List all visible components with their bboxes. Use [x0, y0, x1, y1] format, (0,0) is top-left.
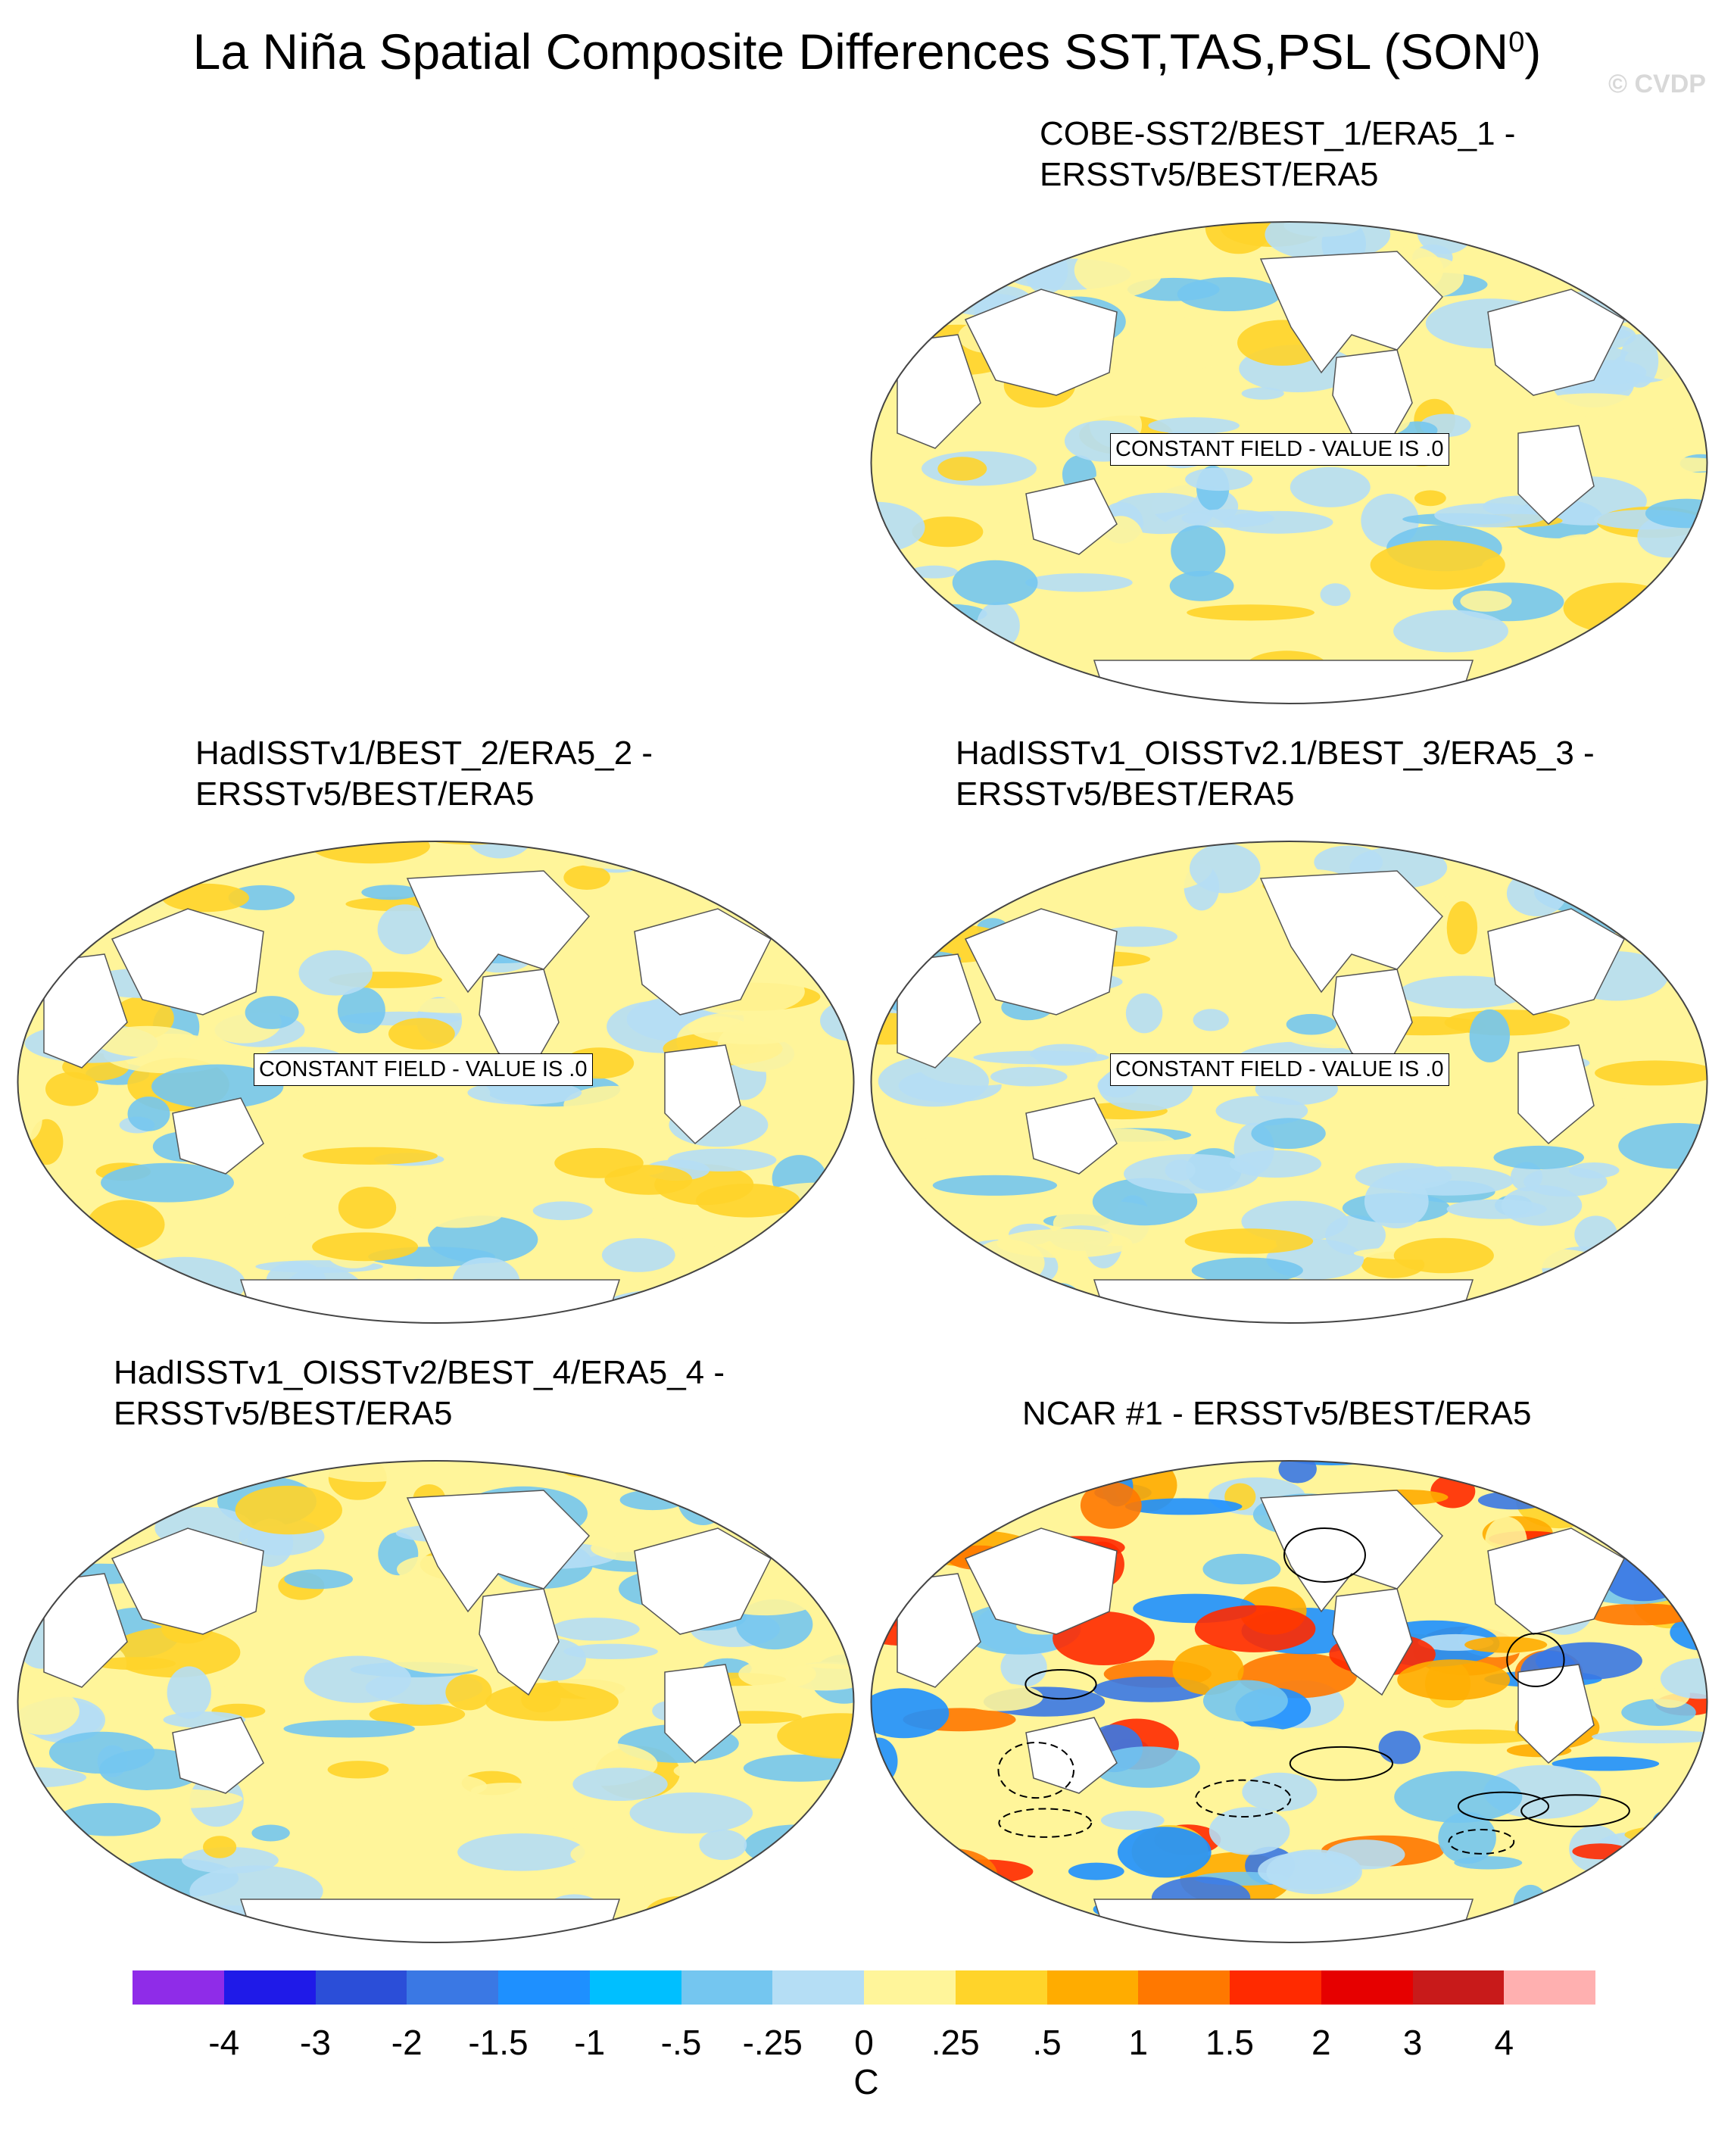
panel-2-constant-field-label: CONSTANT FIELD - VALUE IS .0 — [254, 1053, 593, 1086]
panel-3-title: HadISSTv1_OISSTv2.1/BEST_3/ERA5_3 - ERSS… — [956, 735, 1595, 813]
colorbar-swatch — [681, 1970, 773, 2005]
colorbar-tick-label: -3 — [300, 2023, 331, 2062]
colorbar-tick-label: -.25 — [742, 2023, 803, 2062]
panel-3-map — [870, 841, 1708, 1324]
colorbar-swatch — [772, 1970, 864, 2005]
colorbar-swatch — [1504, 1970, 1595, 2005]
colorbar-swatch — [315, 1970, 407, 2005]
colorbar-tick-label: -.5 — [660, 2023, 702, 2062]
colorbar-tick-label: 4 — [1494, 2023, 1514, 2062]
colorbar-tick-label: -1.5 — [468, 2023, 529, 2062]
panel-2-map — [17, 841, 855, 1324]
figure-title: La Niña Spatial Composite Differences SS… — [192, 23, 1542, 80]
colorbar-swatch — [1046, 1970, 1139, 2005]
colorbar-tick-label: .25 — [931, 2023, 980, 2062]
colorbar-swatch — [133, 1970, 224, 2005]
colorbar-tick-labels: -4 -3 -2 -1.5 -1 -.5 -.25 0 .25 .5 1 1.5 2 3 4 — [0, 2022, 1734, 2067]
colorbar-swatch — [589, 1970, 681, 2005]
panel-5-map — [870, 1460, 1708, 1943]
colorbar-swatch — [1230, 1970, 1321, 2005]
panel-4-title: HadISSTv1_OISSTv2/BEST_4/ERA5_4 - ERSSTv… — [114, 1354, 725, 1432]
panel-4-map — [17, 1460, 855, 1943]
colorbar-tick-label: -1 — [574, 2023, 606, 2062]
panel-3-constant-field-label: CONSTANT FIELD - VALUE IS .0 — [1110, 1053, 1449, 1086]
panel-1-map — [870, 221, 1708, 704]
panel-5-title: NCAR #1 - ERSSTv5/BEST/ERA5 — [1022, 1395, 1532, 1432]
colorbar-tick-label: .5 — [1032, 2023, 1062, 2062]
colorbar — [133, 1970, 1595, 2005]
colorbar-tick-label: 2 — [1311, 2023, 1331, 2062]
colorbar-swatch — [498, 1970, 590, 2005]
colorbar-swatch — [864, 1970, 956, 2005]
colorbar-swatch — [223, 1970, 316, 2005]
colorbar-units: C — [853, 2062, 879, 2101]
colorbar-tick-label: -2 — [391, 2023, 423, 2062]
colorbar-tick-label: 3 — [1402, 2023, 1423, 2062]
colorbar-tick-label: -4 — [208, 2023, 240, 2062]
panel-1-constant-field-label: CONSTANT FIELD - VALUE IS .0 — [1110, 433, 1449, 466]
colorbar-swatch — [1138, 1970, 1230, 2005]
colorbar-swatch — [1321, 1970, 1413, 2005]
colorbar-swatch — [955, 1970, 1047, 2005]
colorbar-swatch — [1412, 1970, 1505, 2005]
colorbar-tick-label: 1 — [1128, 2023, 1149, 2062]
copyright-label: © CVDP — [1608, 70, 1706, 98]
colorbar-swatch — [407, 1970, 498, 2005]
panel-1-title: COBE-SST2/BEST_1/ERA5_1 - ERSSTv5/BEST/E… — [1040, 115, 1516, 193]
panel-2-title: HadISSTv1/BEST_2/ERA5_2 - ERSSTv5/BEST/E… — [195, 735, 653, 813]
colorbar-tick-label: 0 — [854, 2023, 874, 2062]
colorbar-tick-label: 1.5 — [1205, 2023, 1254, 2062]
